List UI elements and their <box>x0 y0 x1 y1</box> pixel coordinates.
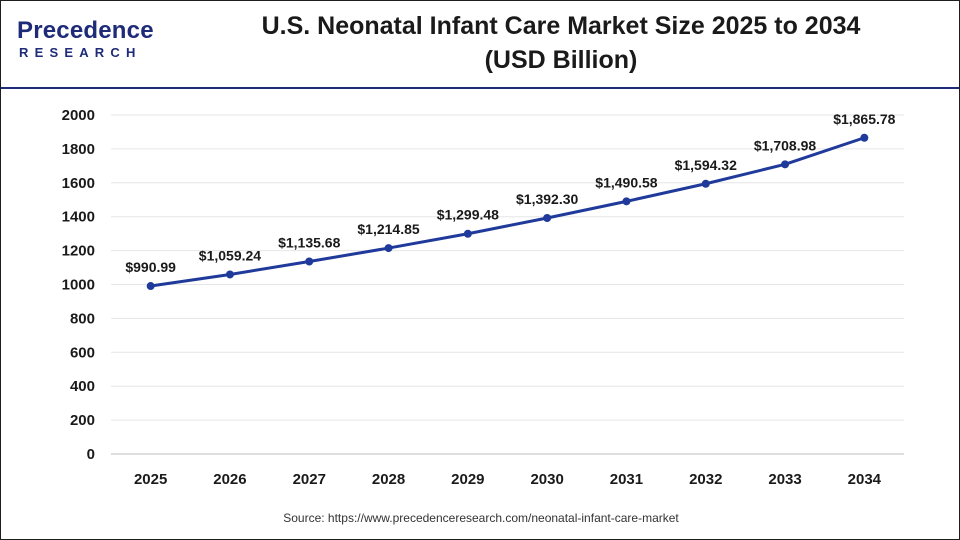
y-tick-label: 1200 <box>62 243 95 260</box>
chart-title: U.S. Neonatal Infant Care Market Size 20… <box>191 9 931 77</box>
x-tick-label: 2030 <box>530 471 563 488</box>
brand-name: Precedence <box>17 17 154 44</box>
y-tick-label: 800 <box>70 310 95 327</box>
data-point <box>543 214 552 223</box>
brand-sub: RESEARCH <box>19 45 142 60</box>
data-label: $1,299.48 <box>437 207 499 223</box>
x-tick-label: 2034 <box>848 471 882 488</box>
y-tick-label: 200 <box>70 412 95 429</box>
x-tick-label: 2025 <box>134 471 167 488</box>
x-tick-label: 2032 <box>689 471 722 488</box>
source-note: Source: https://www.precedenceresearch.c… <box>283 511 679 525</box>
y-tick-label: 2000 <box>62 107 95 124</box>
line-chart: 0 200 400 600 800 1000 1200 1400 1600 1800 2000 202… <box>62 107 904 488</box>
x-tick-label: 2031 <box>610 471 643 488</box>
data-label: $1,059.24 <box>199 247 261 263</box>
data-point <box>701 179 710 188</box>
data-point <box>305 257 314 266</box>
data-label: $1,594.32 <box>675 157 737 173</box>
data-point <box>463 229 472 238</box>
data-point <box>622 197 631 206</box>
chart-title-line1: U.S. Neonatal Infant Care Market Size 20… <box>261 12 861 40</box>
data-point <box>384 244 393 253</box>
y-tick-label: 1600 <box>62 175 95 192</box>
y-tick-label: 600 <box>70 344 95 361</box>
y-tick-label: 1000 <box>62 277 95 294</box>
brand-logo: Precedence RESEARCH <box>17 15 167 67</box>
chart-title-line2: (USD Billion) <box>484 46 638 74</box>
y-tick-label: 0 <box>87 446 95 463</box>
x-tick-label: 2029 <box>451 471 484 488</box>
data-point <box>225 270 234 279</box>
data-label: $1,135.68 <box>278 235 340 251</box>
x-tick-label: 2026 <box>213 471 246 488</box>
data-label: $1,708.98 <box>754 137 816 153</box>
x-tick-label: 2027 <box>293 471 326 488</box>
data-label: $1,865.78 <box>833 111 895 127</box>
x-tick-label: 2028 <box>372 471 405 488</box>
data-label: $1,392.30 <box>516 191 578 207</box>
data-label: $1,214.85 <box>357 221 419 237</box>
y-tick-label: 400 <box>70 378 95 395</box>
data-label: $990.99 <box>125 259 176 275</box>
data-point <box>781 160 790 169</box>
y-tick-label: 1800 <box>62 141 95 158</box>
series-line <box>150 136 865 288</box>
y-tick-label: 1400 <box>62 209 95 226</box>
header: Precedence RESEARCH U.S. Neonatal Infant… <box>1 1 959 89</box>
data-point <box>146 282 155 291</box>
x-tick-label: 2033 <box>768 471 801 488</box>
data-point <box>860 133 869 142</box>
data-label: $1,490.58 <box>595 174 657 190</box>
